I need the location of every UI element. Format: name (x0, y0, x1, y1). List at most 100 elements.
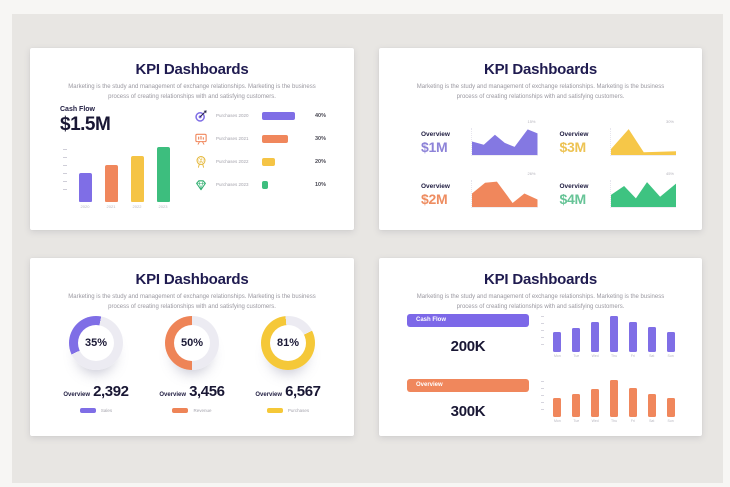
purchases-row: Purchases 2020 40% (194, 109, 326, 122)
purchases-row: Purchases 2021 30% (194, 132, 326, 145)
area-chart-wrap: 45% (609, 170, 676, 208)
diamond-icon (196, 179, 206, 190)
donut-stat: Overview 2,392 (63, 383, 129, 400)
donut-percent: 50% (180, 337, 204, 349)
overview-label: Overview (559, 183, 589, 190)
bar-column: 2022 (124, 145, 150, 209)
legend-swatch (172, 408, 189, 413)
purchases-row: Purchases 2023 10% (194, 178, 326, 191)
bar-column: Sat (642, 314, 661, 358)
cashflow-kpi-block: Cash Flow $1.5M 2020 2021 2022 2023 (60, 106, 194, 218)
slide-subtitle: Marketing is the study and management of… (30, 83, 354, 102)
slide-subtitle: Marketing is the study and management of… (379, 83, 702, 102)
bar-column: Wed (586, 379, 605, 423)
bar-label: Tue (573, 418, 580, 423)
area-chart-wrap: 26% (471, 170, 538, 208)
kpi-section: Cash Flow 200K Mon Tue Wed Thu Fri Sat Sun (407, 314, 680, 370)
area-chart (471, 180, 538, 208)
subtitle-line-1: Marketing is the study and management of… (416, 84, 665, 90)
y-axis-ticks (541, 316, 544, 350)
bar (591, 389, 600, 417)
bar-column: 2021 (98, 145, 124, 209)
slide-subtitle: Marketing is the study and management of… (30, 293, 354, 312)
donut-group: 81% Overview 6,567 Purchases (246, 316, 330, 413)
page-frame-right (723, 0, 730, 487)
purchases-row-label: Purchases 2022 (216, 159, 249, 164)
weekly-bar-chart: Mon Tue Wed Thu Fri Sat Sun (541, 379, 680, 423)
overview-text: Overview $1M (421, 131, 471, 155)
donut-stat-value: 2,392 (93, 383, 129, 400)
purchases-row-pct: 10% (314, 181, 326, 188)
overview-cell: Overview $4M 45% (560, 170, 676, 208)
kpi-pill: Cash Flow (407, 314, 529, 327)
donut-percent: 35% (84, 337, 108, 349)
donut-stat-label: Overview (63, 392, 91, 398)
subtitle-line-2: process of creating relationships with a… (108, 93, 276, 100)
legend-swatch (266, 408, 283, 413)
bar-column: 2023 (150, 145, 176, 209)
presentation-icon (195, 133, 207, 145)
donut-percent: 81% (276, 337, 300, 349)
bar (610, 315, 618, 352)
donut-chart: 35% (69, 316, 123, 370)
purchases-row-pct: 30% (314, 135, 326, 142)
donut-hole: 81% (270, 325, 306, 361)
donut-group: 35% Overview 2,392 Sales (54, 316, 138, 413)
purchases-row-label: Purchases 2020 (216, 113, 249, 118)
overview-cell: Overview $2M 26% (421, 170, 538, 208)
bar (572, 393, 581, 417)
overview-text: Overview $2M (421, 183, 471, 207)
overview-value: $4M (559, 191, 587, 207)
bar-column: Wed (586, 314, 605, 358)
kpi-left-col: Overview 300K (407, 379, 529, 435)
slide4-body: Cash Flow 200K Mon Tue Wed Thu Fri Sat Sun Ove… (407, 314, 680, 435)
kpi-value: $1.5M (60, 114, 111, 135)
overview-cell: Overview $1M 15% (421, 118, 538, 156)
donut-legend: Sales (79, 408, 113, 413)
bar-label: Mon (554, 418, 561, 423)
slide-title: KPI Dashboards (135, 61, 249, 78)
bar-label: Sun (667, 418, 674, 423)
slide-title: KPI Dashboards (483, 271, 598, 288)
subtitle-line-2: process of creating relationships with a… (456, 93, 625, 100)
bar-label: Fri (630, 353, 635, 358)
bar-label: Tue (573, 353, 580, 358)
bar-column: Sun (661, 314, 680, 358)
overview-label: Overview (559, 131, 589, 138)
bar (553, 331, 562, 352)
donut-chart: 81% (261, 316, 315, 370)
bar-column: Mon (548, 314, 567, 358)
bar-column: Fri (623, 314, 642, 358)
bar (591, 322, 600, 352)
overview-label: Overview (421, 183, 450, 190)
overview-text: Overview $4M (560, 183, 610, 207)
donut-stat-value: 6,567 (285, 383, 321, 400)
bar-label: 2021 (106, 204, 116, 209)
bar-label: Thu (610, 418, 618, 423)
overview-grid: Overview $1M 15% Overview $3M 30% Overvi… (421, 118, 676, 208)
bar (666, 398, 675, 417)
bar-column: Sun (661, 379, 680, 423)
bar (553, 398, 562, 417)
kpi-left-col: Cash Flow 200K (407, 314, 529, 370)
overview-value: $3M (559, 139, 587, 155)
purchases-hbar (262, 111, 295, 120)
bar (104, 165, 118, 202)
area-chart-wrap: 30% (609, 118, 676, 156)
y-axis-ticks (63, 149, 67, 195)
bar-column: Sat (642, 379, 661, 423)
page-frame-bottom (0, 483, 730, 487)
legend-label: Sales (100, 408, 113, 413)
bar-column: Thu (605, 379, 624, 423)
weekly-bar-chart: Mon Tue Wed Thu Fri Sat Sun (541, 314, 680, 358)
kpi-pill: Overview (407, 379, 529, 392)
kpi-section: Overview 300K Mon Tue Wed Thu Fri Sat Sun (407, 379, 680, 435)
donut-stat-label: Overview (255, 392, 283, 398)
area-chart (471, 128, 538, 156)
overview-value: $1M (421, 139, 448, 155)
bar-label: Sat (649, 353, 655, 358)
bar-column: Mon (548, 379, 567, 423)
bar-label: 2022 (132, 204, 142, 209)
purchases-hbar (262, 157, 275, 166)
area-chart-pct: 15% (527, 119, 536, 124)
